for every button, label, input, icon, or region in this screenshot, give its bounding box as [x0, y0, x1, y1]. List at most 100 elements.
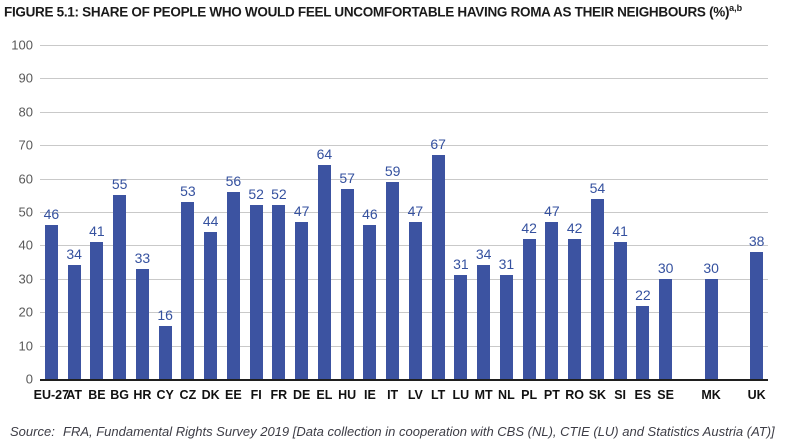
bar-slot-lt: 67 LT [427, 45, 450, 402]
x-axis-label: MT [474, 388, 493, 402]
bar-value-label: 57 [339, 169, 355, 186]
source-label: Source: [10, 424, 55, 439]
bar-value-label: 38 [748, 233, 765, 250]
y-axis-tick-label: 10 [18, 338, 33, 354]
bar-value-label: 33 [134, 249, 151, 266]
bar [90, 242, 104, 379]
x-axis-label: CY [156, 388, 174, 402]
bar-value-label: 31 [498, 256, 515, 273]
y-axis-tick-label: 0 [25, 371, 33, 387]
bar [363, 225, 377, 379]
x-axis-label: CZ [179, 388, 197, 402]
bar [295, 222, 309, 379]
bar-slot-fr: 52 FR [268, 45, 291, 402]
bar-slot-si: 41 SI [609, 45, 632, 402]
x-axis-label: DE [292, 388, 311, 402]
x-axis-label: EE [225, 388, 242, 402]
y-axis-tick-label: 30 [18, 271, 33, 287]
bar [499, 275, 513, 379]
x-axis-label: BG [110, 388, 129, 402]
gridline [40, 312, 768, 314]
x-axis-label: DK [201, 388, 220, 402]
x-axis-label: PT [543, 388, 560, 402]
y-axis-tick-label: 80 [18, 104, 33, 120]
bar-value-label: 54 [589, 179, 606, 196]
bar-value-label: 64 [316, 146, 333, 163]
gridline [40, 345, 768, 347]
bar-value-label: 30 [657, 259, 674, 276]
bar [431, 155, 445, 379]
bar-value-label: 47 [407, 203, 424, 220]
bar-value-label: 46 [43, 206, 60, 223]
bar-value-label: 34 [66, 246, 82, 263]
x-axis-label: IT [387, 388, 399, 402]
spacer-slot [723, 45, 746, 379]
bar-slot-uk: 38 UK [745, 45, 768, 402]
bar-slot-cz: 53 CZ [177, 45, 200, 402]
bar [568, 238, 582, 379]
bar-slot-se: 30 SE [654, 45, 677, 402]
bar-slot-ro: 42 RO [563, 45, 586, 402]
bar-slot-mt: 34 MT [472, 45, 495, 402]
bar-slot-de: 47 DE [290, 45, 313, 402]
bar [249, 205, 263, 379]
bar-chart: 0 10 20 30 40 50 60 70 80 90 100 46 EU-27 34 AT 41 BE 55… [0, 35, 801, 410]
bar-value-label: 55 [111, 176, 128, 193]
bar-value-label: 22 [635, 286, 651, 303]
bar [590, 198, 604, 379]
gridline [40, 212, 768, 213]
x-axis-label: NL [498, 388, 515, 402]
x-axis-label: LU [452, 388, 470, 402]
bar [204, 232, 218, 379]
gridline [40, 245, 768, 247]
y-axis-tick-label: 100 [11, 37, 33, 53]
x-axis-label: SI [614, 388, 627, 402]
gridline [40, 45, 768, 46]
figure-title-superscript: a,b [729, 3, 743, 13]
bar [181, 201, 195, 379]
bar-value-label: 16 [157, 306, 173, 323]
bar-value-label: 41 [89, 223, 105, 240]
bar-slot-ie: 46 IE [359, 45, 382, 402]
bar [272, 205, 286, 379]
bar [454, 275, 468, 379]
bar-value-label: 47 [293, 203, 310, 220]
bar-slot-sk: 54 SK [586, 45, 609, 402]
x-axis-label: SE [657, 388, 674, 402]
bar [135, 268, 149, 379]
bar-value-label: 67 [430, 136, 446, 153]
bar-value-label: 31 [453, 256, 469, 273]
x-axis-label: AT [66, 388, 82, 402]
bar [636, 305, 650, 379]
bar-slot-lu: 31 LU [450, 45, 473, 402]
bar-slot-pl: 42 PL [518, 45, 541, 402]
gridline [40, 111, 768, 113]
x-axis-label: ES [634, 388, 652, 402]
bar-slot-at: 34 AT [63, 45, 86, 402]
bar-value-label: 47 [544, 203, 560, 220]
bar [44, 225, 58, 379]
x-axis-label: SK [588, 388, 607, 402]
source-line: Source: FRA, Fundamental Rights Survey 2… [10, 424, 775, 439]
bar-value-label: 53 [180, 182, 196, 199]
bar [522, 238, 536, 379]
y-axis-tick-label: 60 [18, 171, 33, 187]
bar-value-label: 44 [202, 213, 219, 230]
bar-slot-be: 41 BE [86, 45, 109, 402]
bar-value-label: 52 [248, 186, 264, 203]
y-axis-tick-label: 90 [18, 70, 33, 86]
bar [158, 325, 172, 379]
gridline [40, 178, 768, 180]
x-axis-label: LT [430, 388, 446, 402]
bar [408, 222, 422, 379]
bar [704, 278, 718, 379]
x-axis-label: UK [747, 388, 766, 402]
x-axis-label: HU [338, 388, 357, 402]
x-axis-label: EL [316, 388, 333, 402]
bar-value-label: 42 [566, 219, 583, 236]
source-text: FRA, Fundamental Rights Survey 2019 [Dat… [63, 424, 775, 439]
x-axis-label: FI [250, 388, 262, 402]
bar-slot-lv: 47 LV [404, 45, 427, 402]
figure-title: FIGURE 5.1: SHARE OF PEOPLE WHO WOULD FE… [4, 3, 798, 20]
plot-area: 46 EU-27 34 AT 41 BE 55 BG 33 HR 16 CY 53 CZ 44 DK 56 EE 5… [34, 45, 768, 402]
